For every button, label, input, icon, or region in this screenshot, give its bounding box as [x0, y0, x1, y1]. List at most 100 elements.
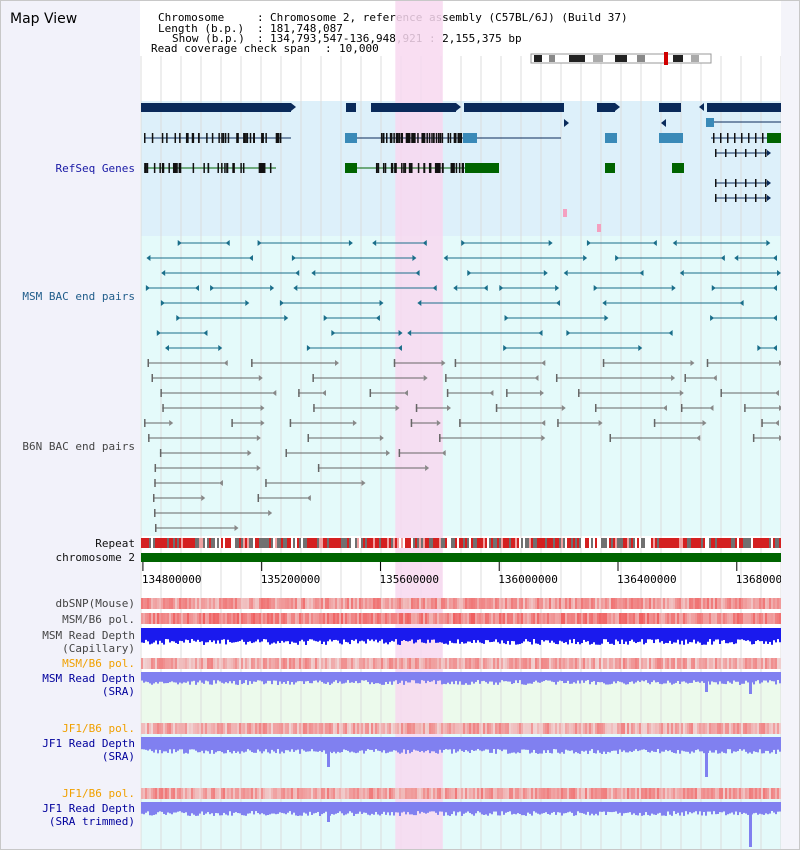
jf1-b6-pol-heat — [145, 788, 147, 799]
jf1-depth-sra-bar — [583, 737, 585, 752]
msm-bac-end — [348, 240, 353, 246]
msm-depth-sra-bar — [215, 672, 217, 684]
jf1-depth-sra-bar — [153, 737, 155, 753]
jf1-b6-pol-heat — [627, 788, 629, 799]
msm-b6-pol-heat — [481, 658, 483, 669]
track-label-jf1-depth-trimmed[interactable]: JF1 Read Depth — [42, 802, 135, 815]
msm-depth-sra-bar — [305, 672, 307, 682]
msm-depth-sra-bar — [327, 672, 329, 683]
msm-depth-capillary-bar — [451, 628, 453, 643]
msm-b6-pol-heat — [693, 658, 695, 669]
msm-bac-end — [543, 270, 548, 276]
dbsnp-heat — [459, 598, 461, 609]
jf1-depth-sra-bar — [277, 737, 279, 750]
jf1-b6-pol-heat — [713, 723, 715, 734]
track-label-refseq-genes[interactable]: RefSeq Genes — [55, 162, 135, 175]
jf1-depth-sra-bar — [367, 737, 369, 750]
jf1-b6-pol-heat — [481, 788, 483, 799]
msm-b6-pol-heat — [679, 658, 681, 669]
msm-depth-capillary-bar — [257, 628, 259, 640]
repeat-element — [623, 538, 625, 548]
dbsnp-heat — [359, 598, 361, 609]
repeat-element — [405, 538, 407, 548]
jf1-depth-sra-bar — [381, 737, 383, 753]
msm-depth-capillary-bar — [305, 628, 307, 645]
msm-bac-end — [739, 300, 744, 306]
msm-b6-pol-heat — [345, 613, 347, 624]
msm-b6-pol-heat — [275, 613, 277, 624]
msm-depth-capillary-bar — [189, 628, 191, 643]
jf1-depth-sra-bar — [255, 737, 257, 753]
jf1-depth-sra-bar — [475, 737, 477, 751]
jf1-depth-sra-bar — [357, 737, 359, 753]
track-label-msm-b6-pol-2[interactable]: MSM/B6 pol. — [62, 657, 135, 670]
jf1-b6-pol-heat — [697, 723, 699, 734]
jf1-depth-sra-bar — [239, 737, 241, 754]
vertical-scrollbar[interactable] — [781, 1, 799, 849]
jf1-b6-pol-heat — [433, 788, 435, 799]
msm-depth-sra-bar — [515, 672, 517, 681]
repeat-element — [175, 538, 177, 548]
jf1-b6-pol-heat — [217, 788, 219, 799]
dbsnp-heat — [631, 598, 633, 609]
track-label-jf1-b6-pol[interactable]: JF1/B6 pol. — [62, 722, 135, 735]
msm-bac-end — [210, 285, 215, 291]
dbsnp-heat — [449, 598, 451, 609]
jf1-b6-pol-heat — [585, 788, 587, 799]
jf1-depth-trimmed-bar — [389, 802, 391, 816]
msm-depth-capillary-bar — [713, 628, 715, 642]
jf1-b6-pol-heat — [405, 788, 407, 799]
msm-b6-pol-heat — [357, 658, 359, 669]
repeat-element — [303, 538, 305, 548]
jf1-b6-pol-heat — [517, 788, 519, 799]
dbsnp-heat — [559, 598, 561, 609]
jf1-b6-pol-heat — [637, 723, 639, 734]
msm-depth-capillary-bar — [701, 628, 703, 645]
track-label-jf1-b6-pol-2[interactable]: JF1/B6 pol. — [62, 787, 135, 800]
jf1-b6-pol-heat — [635, 723, 637, 734]
track-label-msm-depth-capillary[interactable]: MSM Read Depth — [42, 629, 135, 642]
msm-b6-pol-heat — [545, 658, 547, 669]
dbsnp-heat — [357, 598, 359, 609]
jf1-b6-pol-heat — [463, 788, 465, 799]
msm-depth-sra-bar — [457, 672, 459, 685]
repeat-element — [433, 538, 435, 548]
refseq-exon — [465, 163, 499, 173]
msm-depth-sra-bar — [731, 672, 733, 684]
repeat-element — [229, 538, 231, 548]
repeat-element — [301, 538, 303, 548]
b6n-bac-end — [495, 404, 498, 412]
jf1-b6-pol-heat — [189, 723, 191, 734]
jf1-b6-pol-heat — [369, 788, 371, 799]
repeat-element — [727, 538, 729, 548]
track-label-dbsnp[interactable]: dbSNP(Mouse) — [55, 597, 135, 610]
track-label-msm-depth-sra[interactable]: MSM Read Depth — [42, 672, 135, 685]
jf1-depth-trimmed-bar — [205, 802, 207, 814]
jf1-depth-sra-bar — [623, 737, 625, 751]
track-label-repeat[interactable]: Repeat — [95, 537, 135, 550]
jf1-b6-pol-heat — [487, 723, 489, 734]
msm-b6-pol-heat — [623, 658, 625, 669]
repeat-element — [749, 538, 751, 548]
msm-depth-capillary-bar — [731, 628, 733, 643]
track-label-msm-b6-pol[interactable]: MSM/B6 pol. — [62, 613, 135, 626]
jf1-depth-sra-bar — [457, 737, 459, 752]
track-label-chromosome[interactable]: chromosome 2 — [55, 551, 135, 564]
b6n-bac-end — [436, 420, 441, 426]
jf1-depth-trimmed-bar — [303, 802, 305, 813]
msm-b6-pol-heat — [151, 658, 153, 669]
jf1-b6-pol-heat — [169, 723, 171, 734]
dbsnp-heat — [209, 598, 211, 609]
msm-b6-pol-heat — [347, 613, 349, 624]
msm-depth-sra-bar — [749, 672, 752, 694]
track-label-msm-bac[interactable]: MSM BAC end pairs — [22, 290, 135, 303]
msm-b6-pol-heat — [251, 613, 253, 624]
dbsnp-heat — [259, 598, 261, 609]
track-label-jf1-depth-sra[interactable]: JF1 Read Depth — [42, 737, 135, 750]
msm-b6-pol-heat — [159, 658, 161, 669]
msm-b6-pol-heat — [557, 658, 559, 669]
track-label-b6n-bac[interactable]: B6N BAC end pairs — [22, 440, 135, 453]
jf1-b6-pol-heat — [307, 723, 309, 734]
jf1-b6-pol-heat — [287, 723, 289, 734]
